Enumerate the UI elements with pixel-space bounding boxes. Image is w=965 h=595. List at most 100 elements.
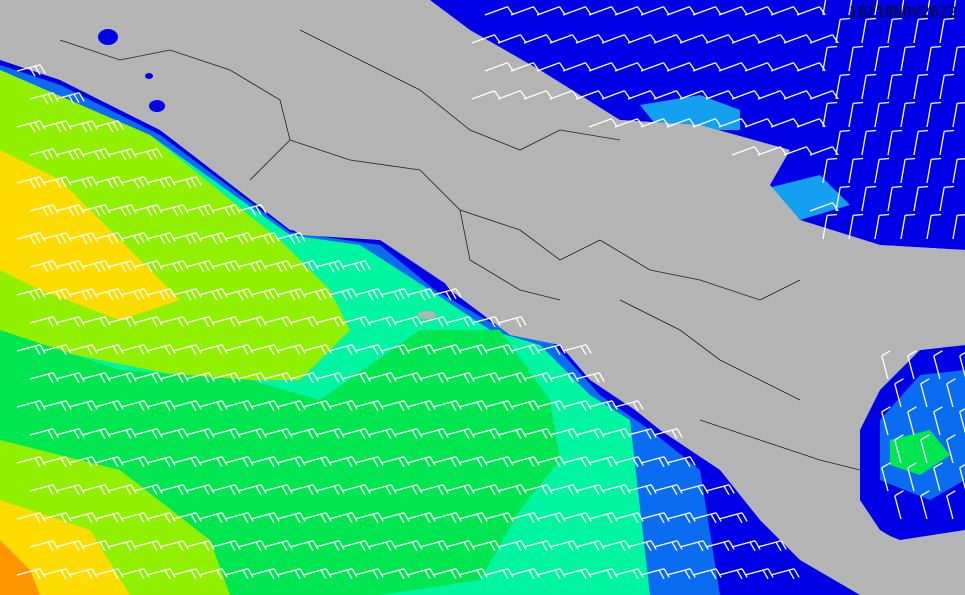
wind-barb-flag	[933, 350, 943, 357]
wind-barb-shaft	[783, 34, 807, 44]
wind-barb-shaft	[946, 495, 954, 520]
wind-barb-flag	[610, 118, 618, 128]
wind-barb-shaft	[419, 484, 444, 492]
wind-barb-flag	[299, 288, 306, 298]
wind-barb-flag	[766, 62, 774, 72]
wind-barb-flag	[320, 569, 327, 580]
wind-barb-flag	[554, 513, 561, 524]
wind-barb-shaft	[68, 232, 93, 240]
wind-barb-shaft	[42, 120, 67, 128]
wind-barb-flag	[338, 260, 345, 270]
wind-barb-flag	[463, 317, 470, 328]
wind-barb-flag	[190, 345, 197, 356]
wind-barb-flag	[442, 484, 449, 494]
wind-barb-flag	[99, 485, 106, 496]
wind-barb-flag	[567, 429, 574, 440]
wind-barb-flag	[918, 129, 929, 133]
sea-orange-south	[0, 540, 40, 595]
wind-barb-flag	[606, 569, 613, 580]
wind-barb-shaft	[42, 400, 67, 408]
wind-barb-shaft	[68, 344, 93, 352]
wind-barb-shaft	[328, 400, 353, 408]
wind-barb-flag	[117, 512, 124, 522]
wind-barb-shaft	[796, 6, 820, 16]
wind-barb-shaft	[133, 428, 158, 436]
wind-barb-flag	[946, 434, 956, 441]
wind-barb-flag	[177, 261, 184, 272]
wind-barb-shaft	[770, 6, 794, 16]
wind-barb-flag	[39, 288, 46, 298]
wind-barb-flag	[567, 485, 574, 496]
wind-barb-shaft	[393, 484, 418, 492]
wind-barb-shaft	[848, 215, 854, 240]
wind-barb-flag	[169, 568, 176, 578]
wind-barb-shaft	[16, 512, 41, 520]
wind-barb-shaft	[94, 456, 119, 464]
wind-barb-flag	[307, 261, 314, 272]
wind-barb-shaft	[107, 484, 132, 492]
wind-barb-flag	[637, 456, 644, 466]
wind-barb-shaft	[601, 428, 626, 436]
wind-barb-flag	[151, 149, 158, 160]
wind-barb-shaft	[406, 512, 431, 520]
wind-barb-shaft	[432, 344, 457, 352]
wind-barb-flag	[172, 263, 179, 273]
wind-barb-shaft	[55, 92, 80, 100]
wind-barb-flag	[650, 428, 657, 438]
wind-barb-flag	[905, 213, 916, 217]
wind-barb-flag	[905, 157, 916, 161]
wind-barb-flag	[736, 513, 743, 524]
wind-barb-shaft	[224, 512, 249, 520]
wind-barb-flag	[221, 400, 228, 410]
wind-barb-flag	[437, 373, 444, 384]
wind-barb-flag	[177, 373, 184, 384]
wind-barb-flag	[741, 512, 748, 522]
wind-barb-flag	[519, 90, 527, 100]
wind-barb-flag	[390, 484, 397, 494]
wind-barb-flag	[328, 263, 335, 273]
wind-barb-shaft	[302, 456, 327, 464]
wind-barb-shaft	[907, 355, 915, 380]
wind-barb-flag	[881, 350, 891, 357]
wind-barb-shaft	[458, 400, 483, 408]
wind-barb-flag	[792, 62, 800, 72]
wind-barb-flag	[676, 540, 683, 550]
wind-barb-shaft	[692, 6, 716, 16]
wind-barb-flag	[263, 291, 270, 301]
wind-barb-shaft	[211, 428, 236, 436]
wind-barb-flag	[320, 289, 327, 300]
wind-barb-flag	[558, 62, 566, 72]
wind-barb-flag	[195, 176, 202, 186]
wind-barb-flag	[385, 541, 392, 552]
wind-barb-flag	[398, 513, 405, 524]
wind-barb-flag	[671, 541, 678, 552]
wind-barb-flag	[920, 490, 930, 497]
wind-barb-shaft	[94, 120, 119, 128]
wind-barb-shaft	[198, 512, 223, 520]
wind-barb-shaft	[315, 260, 340, 268]
wind-barb-flag	[931, 45, 942, 49]
wind-barb-flag	[468, 316, 475, 326]
wind-barb-shaft	[575, 372, 600, 380]
wind-barb-flag	[104, 260, 111, 270]
wind-barb-shaft	[614, 118, 638, 128]
wind-barb-shaft	[250, 512, 275, 520]
wind-barb-flag	[697, 485, 704, 496]
sea-yellow-zone	[0, 150, 180, 320]
wind-barb-flag	[416, 484, 423, 494]
wind-barb-shaft	[926, 0, 931, 16]
wind-barb-shaft	[861, 19, 867, 44]
wind-barb-flag	[221, 344, 228, 354]
wind-barb-flag	[190, 177, 197, 188]
wind-barb-flag	[107, 291, 114, 301]
wind-barb-flag	[117, 344, 124, 354]
wind-barb-flag	[286, 316, 293, 326]
wind-barb-flag	[190, 569, 197, 580]
wind-barb-flag	[372, 569, 379, 580]
wind-barb-flag	[481, 456, 488, 466]
wind-barb-flag	[959, 464, 965, 469]
wind-barb-shaft	[920, 495, 928, 520]
wind-barb-flag	[416, 316, 423, 326]
wind-barb-shaft	[614, 400, 639, 408]
wind-barb-flag	[403, 344, 410, 354]
